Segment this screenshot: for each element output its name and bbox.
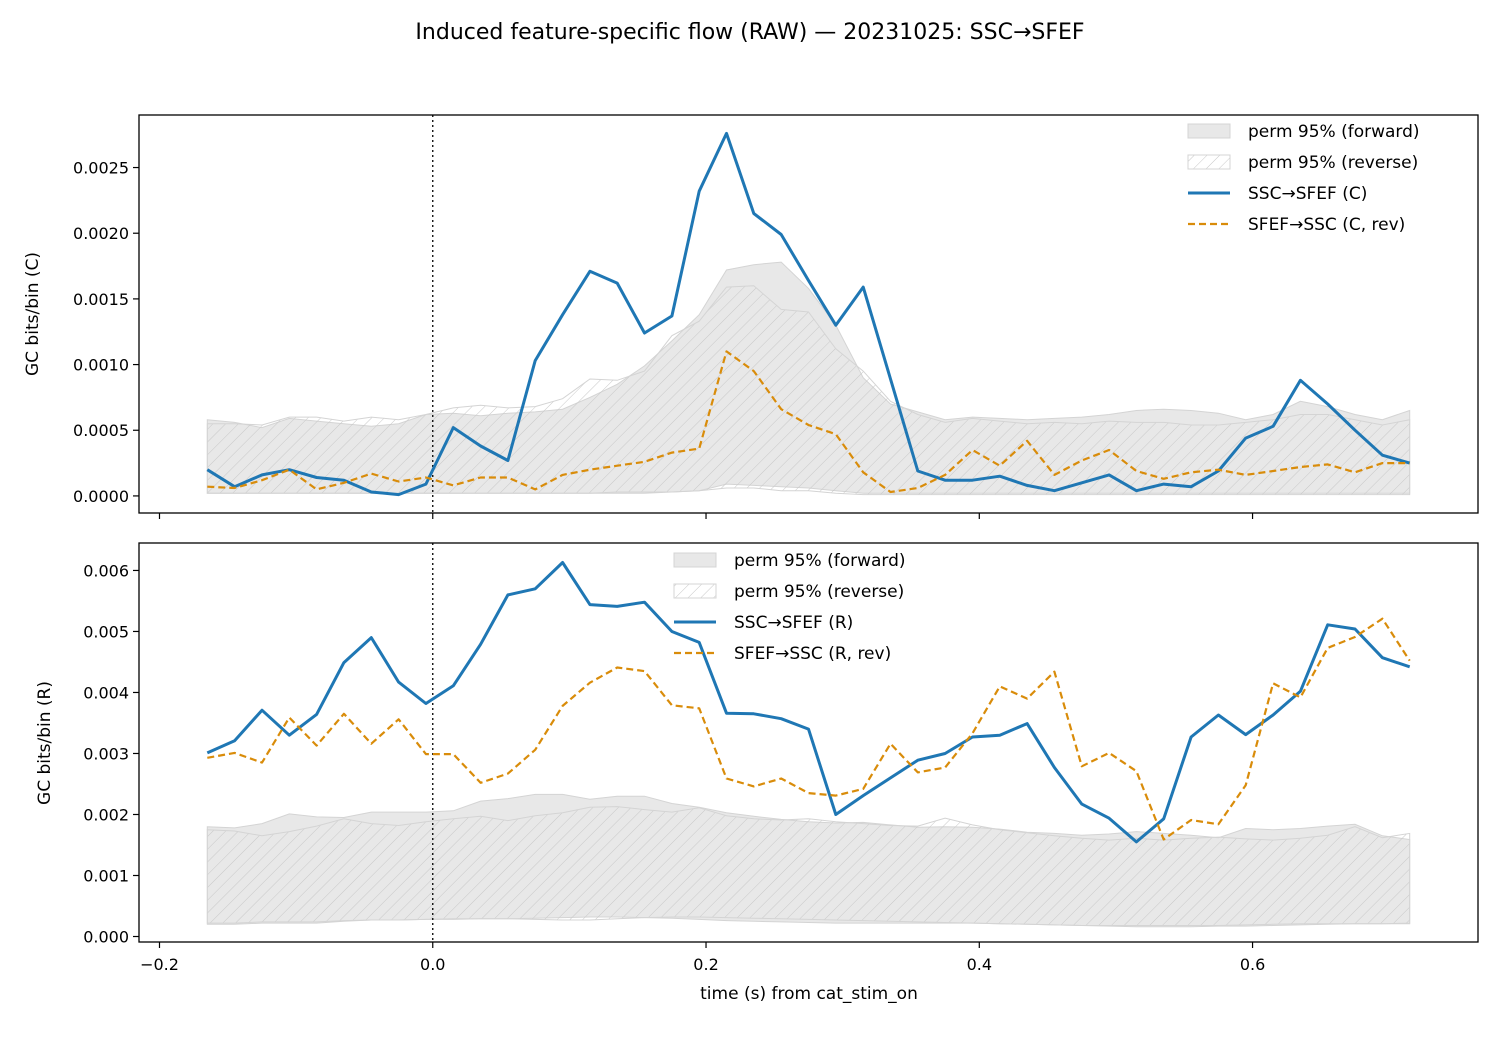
top-y-tick-label: 0.0025 [73,159,129,178]
top-axes-frame [138,114,1479,514]
bottom-legend-band-reverse-label: perm 95% (reverse) [734,582,904,602]
bottom-x-tick-label: 0.4 [967,955,992,974]
top-legend-band-reverse-swatch [1187,154,1231,170]
bottom-band-reverse [206,806,1411,926]
bottom-x-tick-label: 0.2 [693,955,718,974]
top-y-axis-label: GC bits/bin (C) [23,252,43,376]
top-y-tick-label: 0.0020 [73,224,129,243]
bottom-x-tick-label: −0.2 [140,955,179,974]
top-legend-forward-label: SSC→SFEF (C) [1248,184,1367,204]
bottom-legend-band-forward-swatch [673,552,717,568]
bottom-y-axis-label: GC bits/bin (R) [35,681,55,805]
bottom-y-tick-label: 0.004 [83,683,129,702]
bottom-x-tick-label: 0.6 [1240,955,1265,974]
top-y-tick-label: 0.0005 [73,421,129,440]
figure-title: Induced feature-specific flow (RAW) — 20… [415,20,1084,45]
bottom-y-tick-label: 0.003 [83,744,129,763]
bottom-legend-reverse-label: SFEF→SSC (R, rev) [734,644,891,664]
bottom-legend-forward-label: SSC→SFEF (R) [734,613,853,633]
top-legend-band-forward-swatch [1187,123,1231,139]
top-y-tick-label: 0.0000 [73,487,129,506]
top-reverse-line [207,350,1410,494]
bottom-y-tick-label: 0.005 [83,622,129,641]
top-legend-band-forward-label: perm 95% (forward) [1248,122,1420,142]
bottom-x-tick-label: 0.0 [420,955,445,974]
top-y-tick-label: 0.0010 [73,356,129,375]
top-panel: GC bits/bin (C) 0.0000 0.0005 0.0010 0.0015… [23,114,1479,519]
bottom-y-tick-label: 0.000 [83,928,129,947]
x-axis-label: time (s) from cat_stim_on [700,984,918,1004]
top-legend-band-reverse-label: perm 95% (reverse) [1248,153,1418,173]
top-y-tick-label: 0.0015 [73,290,129,309]
bottom-legend-band-forward-label: perm 95% (forward) [734,551,906,571]
bottom-reverse-line [207,617,1411,841]
top-forward-line [206,131,1411,497]
bottom-legend-band-reverse-swatch [673,583,717,599]
top-legend-reverse-label: SFEF→SSC (C, rev) [1248,215,1405,235]
top-band-reverse [206,285,1411,496]
bottom-y-tick-label: 0.001 [83,867,129,886]
bottom-y-tick-label: 0.006 [83,561,129,580]
bottom-panel: GC bits/bin (R) time (s) from cat_stim_o… [35,542,1479,1004]
bottom-forward-line [206,561,1411,844]
bottom-axes-frame [138,542,1479,943]
bottom-y-tick-label: 0.002 [83,805,129,824]
